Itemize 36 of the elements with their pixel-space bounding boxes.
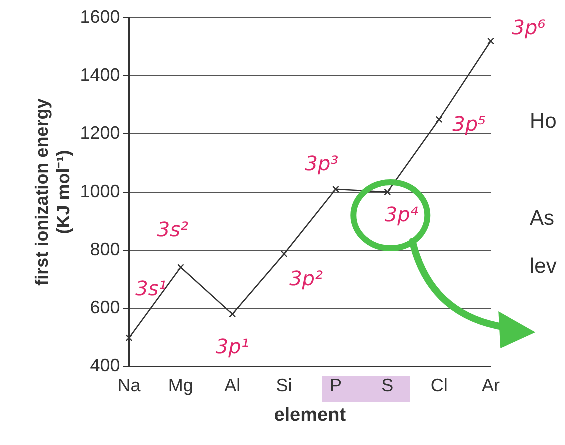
text: Ho bbox=[530, 110, 557, 134]
x-tick-label: P bbox=[330, 375, 342, 396]
point bbox=[280, 250, 288, 258]
x-tick-label: Al bbox=[224, 375, 241, 396]
annotation: 3p⁴ bbox=[384, 202, 418, 227]
x-tick-label: S bbox=[382, 375, 394, 396]
annotation: 3s² bbox=[157, 218, 189, 242]
y-tick-label: 1200 bbox=[80, 123, 120, 144]
text: lev bbox=[530, 255, 557, 279]
text: As bbox=[530, 207, 555, 231]
y-tick-label: 600 bbox=[90, 297, 120, 318]
y-tick-label: 1400 bbox=[80, 65, 120, 86]
y-tick-label: 1600 bbox=[80, 6, 120, 27]
point bbox=[488, 38, 494, 45]
point bbox=[126, 334, 133, 342]
annotation: 3p⁵ bbox=[452, 112, 486, 136]
x-tick-label: Si bbox=[276, 375, 292, 396]
point bbox=[229, 310, 236, 318]
annotation: 3p¹ bbox=[216, 334, 250, 359]
y-axis-title: first ionization energy (KJ mol⁻¹) bbox=[32, 98, 74, 286]
point bbox=[332, 186, 340, 193]
x-axis-title: element bbox=[274, 404, 347, 426]
point bbox=[177, 264, 184, 271]
y-tick-label: 400 bbox=[90, 356, 120, 376]
annotation: 3p³ bbox=[305, 152, 339, 176]
x-tick-label: Ar bbox=[482, 375, 500, 396]
point bbox=[384, 188, 392, 196]
annotation: 3p⁶ bbox=[512, 15, 546, 40]
y-tick-label: 800 bbox=[90, 239, 120, 260]
x-tick-label: Na bbox=[118, 375, 142, 396]
y-tick-label: 1000 bbox=[80, 181, 120, 202]
annotation: 3s¹ bbox=[136, 276, 167, 300]
point bbox=[436, 116, 443, 124]
x-tick-label: Mg bbox=[168, 375, 194, 396]
annotation: 3p² bbox=[290, 266, 323, 290]
x-tick-label: Cl bbox=[430, 375, 448, 396]
